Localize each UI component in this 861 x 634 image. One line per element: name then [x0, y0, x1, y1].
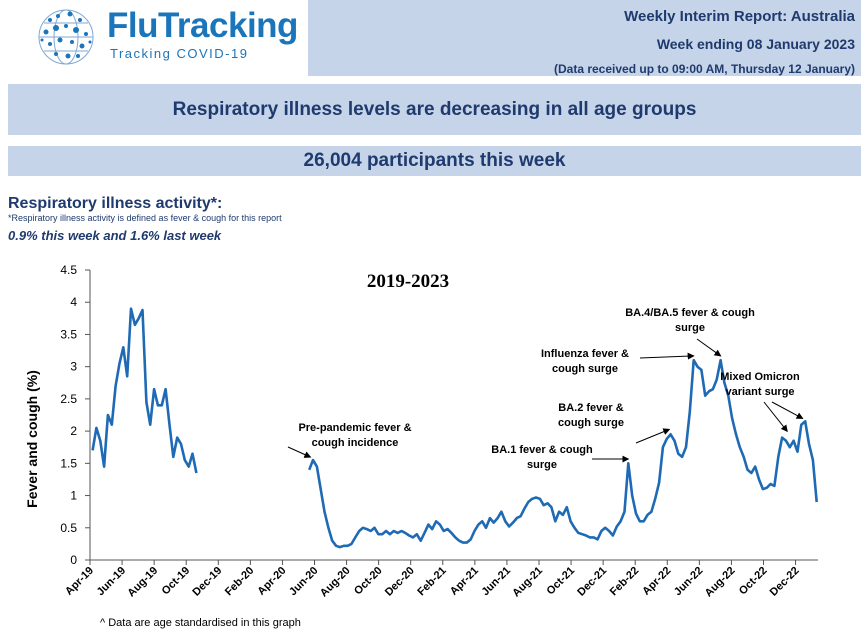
- x-tick-label: Jun-21: [479, 565, 513, 599]
- section-summary: 0.9% this week and 1.6% last week: [8, 228, 222, 243]
- chart-annotations: Pre-pandemic fever & cough incidence BA.1 …: [287, 307, 804, 471]
- x-tick-label: Aug-21: [510, 565, 545, 600]
- report-title: Weekly Interim Report: Australia: [624, 8, 855, 25]
- y-tick-label: 4: [70, 295, 77, 309]
- series-line-2019: [91, 307, 198, 474]
- y-tick-label: 4.5: [60, 263, 77, 277]
- x-tick-label: Feb-22: [608, 565, 642, 599]
- section-note: *Respiratory illness activity is defined…: [8, 213, 282, 223]
- x-tick-label: Apr-19: [63, 565, 96, 598]
- annotation-text: cough surge: [552, 363, 618, 375]
- y-tick-label: 2.5: [60, 392, 77, 406]
- annotation-text: BA.4/BA.5 fever & cough: [625, 307, 755, 319]
- annotation-text: BA.1 fever & cough: [491, 444, 593, 456]
- y-tick-label: 3: [70, 360, 77, 374]
- logo-tagline: Tracking COVID-19: [110, 46, 249, 61]
- x-tick-label: Apr-21: [448, 565, 481, 598]
- x-tick-label: Dec-21: [575, 565, 609, 599]
- x-tick-label: Jun-20: [287, 565, 321, 599]
- x-tick-label: Aug-19: [125, 565, 160, 600]
- annotation-text: Mixed Omicron: [720, 371, 800, 383]
- y-tick-label: 0: [70, 553, 77, 567]
- y-axis-label: Fever and cough (%): [24, 370, 40, 508]
- y-tick-label: 1: [70, 489, 77, 503]
- x-tick-label: Apr-20: [255, 565, 288, 598]
- logo: FluTracking Tracking COVID-19: [0, 0, 308, 76]
- globe-logo-icon: [38, 9, 94, 65]
- participants-banner: 26,004 participants this week: [8, 145, 861, 176]
- x-tick-label: Aug-20: [318, 565, 353, 600]
- annotation-text: cough incidence: [312, 437, 399, 449]
- x-tick-label: Oct-19: [160, 565, 193, 598]
- x-tick-label: Oct-22: [737, 565, 770, 598]
- x-tick-label: Oct-21: [544, 565, 577, 598]
- data-received: (Data received up to 09:00 AM, Thursday …: [554, 62, 855, 76]
- annotation-arrow: [635, 428, 671, 444]
- x-tick-label: Apr-22: [640, 565, 673, 598]
- y-tick-label: 2: [70, 424, 77, 438]
- headline-banner: Respiratory illness levels are decreasin…: [8, 83, 861, 135]
- x-tick-label: Dec-20: [383, 565, 417, 599]
- annotation-text: surge: [675, 322, 705, 334]
- annotation-text: Influenza fever &: [541, 348, 629, 360]
- footnote: ^ Data are age standardised in this grap…: [100, 617, 301, 629]
- week-ending: Week ending 08 January 2023: [656, 36, 855, 52]
- annotation-arrow: [696, 338, 722, 357]
- x-tick-label: Oct-20: [352, 565, 385, 598]
- annotation-arrow: [639, 352, 695, 360]
- annotation-text: Pre-pandemic fever &: [298, 422, 411, 434]
- annotation-text: cough surge: [558, 417, 624, 429]
- annotation-text: variant surge: [725, 386, 794, 398]
- x-tick-label: Aug-22: [703, 565, 738, 600]
- annotation-text: surge: [527, 459, 557, 471]
- series-line-2020-2023: [307, 358, 818, 549]
- x-tick-label: Dec-22: [768, 565, 802, 599]
- x-tick-label: Feb-21: [415, 565, 449, 599]
- x-tick-label: Dec-19: [190, 565, 224, 599]
- y-tick-label: 1.5: [60, 456, 77, 470]
- annotation-arrow: [763, 401, 788, 433]
- x-tick-label: Feb-20: [223, 565, 257, 599]
- logo-name: FluTracking: [107, 6, 298, 45]
- y-tick-label: 3.5: [60, 327, 77, 341]
- annotation-arrow: [287, 446, 312, 458]
- y-tick-label: 0.5: [60, 521, 77, 535]
- annotation-text: BA.2 fever &: [558, 402, 623, 414]
- chart-title: 2019-2023: [367, 271, 449, 292]
- x-tick-label: Jun-19: [95, 565, 129, 599]
- report-header: Weekly Interim Report: Australia Week en…: [308, 0, 861, 76]
- chart-series: [91, 307, 818, 549]
- x-tick-label: Jun-22: [672, 565, 706, 599]
- annotation-arrow: [771, 401, 804, 419]
- section-title: Respiratory illness activity*:: [8, 195, 223, 212]
